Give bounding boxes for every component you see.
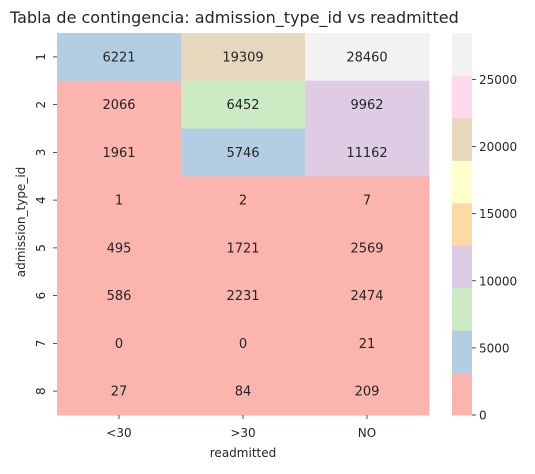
- y-tick-label: 8: [34, 387, 48, 395]
- cell-value-label: 0: [115, 337, 123, 352]
- y-tick-label: 5: [34, 244, 48, 252]
- heatmap-cell: [181, 271, 306, 320]
- chart-title: Tabla de contingencia: admission_type_id…: [9, 8, 459, 28]
- cell-value-label: 0: [239, 337, 247, 352]
- y-tick-label: 4: [34, 196, 48, 204]
- heatmap-cell: [57, 367, 182, 416]
- heatmap-cell: [181, 80, 306, 129]
- heatmap-cell: [305, 224, 430, 273]
- heatmap-cell: [57, 33, 182, 82]
- colorbar-tick-label: 0: [479, 409, 487, 423]
- cell-value-label: 495: [107, 241, 132, 256]
- colorbar-segment: [452, 372, 472, 416]
- cell-labels: 6221 19309 28460 2066 6452 9962 1961 5746 11162 1…: [102, 50, 387, 399]
- colorbar-tick-label: 15000: [479, 207, 517, 221]
- colorbar-tick-label: 10000: [479, 274, 517, 288]
- heatmap-cell: [57, 224, 182, 273]
- cell-value-label: 1: [115, 194, 123, 209]
- cell-value-label: 1961: [102, 146, 135, 161]
- heatmap-cell: [181, 176, 306, 225]
- y-axis: 1 2 3 4 5 6 7 8: [34, 53, 57, 395]
- colorbar-segment: [452, 245, 472, 289]
- heatmap-cell: [181, 367, 306, 416]
- y-tick-label: 2: [34, 101, 48, 109]
- cell-value-label: 6221: [102, 50, 135, 65]
- heatmap-cells: [57, 33, 430, 416]
- x-tick-label: >30: [230, 426, 255, 440]
- y-tick-label: 7: [34, 340, 48, 348]
- cell-value-label: 2569: [350, 241, 383, 256]
- colorbar-tick-label: 25000: [479, 73, 517, 87]
- heatmap-cell: [57, 176, 182, 225]
- cell-value-label: 21: [359, 337, 376, 352]
- heatmap-cell: [181, 33, 306, 82]
- heatmap-cell: [305, 367, 430, 416]
- cell-value-label: 2474: [350, 289, 383, 304]
- heatmap-cell: [305, 319, 430, 368]
- colorbar-segment: [452, 33, 472, 76]
- heatmap-cell: [305, 271, 430, 320]
- cell-value-label: 209: [355, 385, 380, 400]
- colorbar-segment: [452, 202, 472, 246]
- cell-value-label: 2231: [226, 289, 259, 304]
- colorbar-tick-label: 20000: [479, 140, 517, 154]
- heatmap-cell: [57, 271, 182, 320]
- heatmap-cell: [57, 128, 182, 177]
- cell-value-label: 84: [235, 385, 252, 400]
- heatmap-cell: [181, 319, 306, 368]
- x-axis: <30 >30 NO: [106, 415, 376, 440]
- colorbar-segment: [452, 75, 472, 119]
- cell-value-label: 2066: [102, 98, 135, 113]
- heatmap-cell: [305, 128, 430, 177]
- cell-value-label: 2: [239, 194, 247, 209]
- heatmap-cell: [305, 33, 430, 82]
- colorbar-segment: [452, 330, 472, 374]
- cell-value-label: 27: [111, 385, 128, 400]
- heatmap-cell: [305, 80, 430, 129]
- cell-value-label: 19309: [222, 50, 263, 65]
- cell-value-label: 9962: [350, 98, 383, 113]
- heatmap-cell: [181, 128, 306, 177]
- x-tick-label: NO: [358, 426, 376, 440]
- heatmap-cell: [181, 224, 306, 273]
- cell-value-label: 1721: [226, 241, 259, 256]
- colorbar-tick-label: 5000: [479, 341, 510, 355]
- colorbar: 0 5000 10000 15000 20000 25000: [452, 33, 517, 423]
- colorbar-segment: [452, 287, 472, 331]
- cell-value-label: 6452: [226, 98, 259, 113]
- cell-value-label: 28460: [346, 50, 387, 65]
- cell-value-label: 7: [363, 194, 371, 209]
- heatmap-cell: [305, 176, 430, 225]
- y-tick-label: 6: [34, 292, 48, 300]
- x-tick-label: <30: [106, 426, 131, 440]
- x-axis-label: readmitted: [210, 446, 276, 460]
- cell-value-label: 586: [107, 289, 132, 304]
- y-axis-label: admission_type_id: [14, 167, 28, 278]
- cell-value-label: 11162: [346, 146, 387, 161]
- colorbar-segment: [452, 117, 472, 161]
- y-tick-label: 1: [34, 53, 48, 61]
- heatmap-cell: [57, 319, 182, 368]
- colorbar-segment: [452, 160, 472, 204]
- y-tick-label: 3: [34, 149, 48, 157]
- heatmap-cell: [57, 80, 182, 129]
- cell-value-label: 5746: [226, 146, 259, 161]
